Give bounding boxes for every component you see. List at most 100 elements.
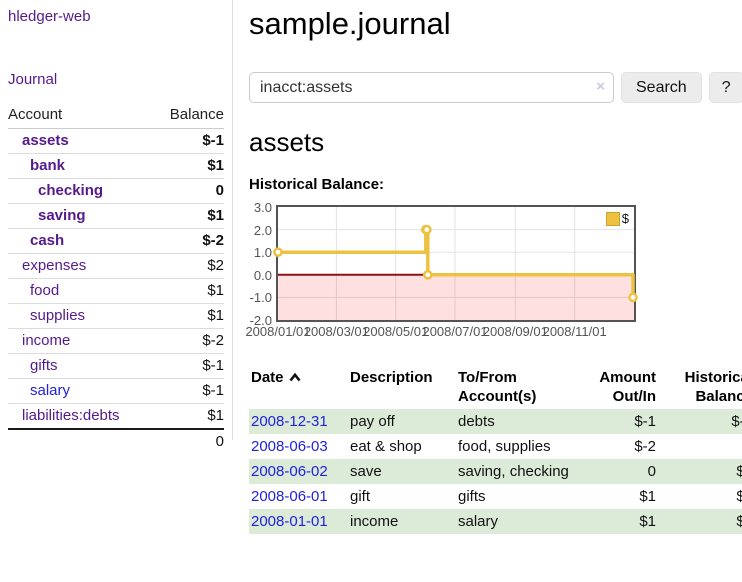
table-row[interactable]: 2008-06-03 eat & shop food, supplies $-20 <box>249 434 742 459</box>
transaction-amount: 0 <box>647 463 656 480</box>
account-link[interactable]: salary <box>30 382 71 399</box>
app-brand-link[interactable]: hledger-web <box>8 8 91 25</box>
main-content: sample.journal × Search ? assets Histori… <box>233 0 742 534</box>
accounts-total-row: 0 <box>8 428 224 454</box>
account-link[interactable]: income <box>22 332 71 349</box>
column-header-description: Description <box>350 369 433 386</box>
transaction-amount: $-1 <box>634 413 656 430</box>
transaction-description: eat & shop <box>350 438 422 455</box>
table-row[interactable]: 2008-01-01 income salary $1 $1 <box>249 509 742 534</box>
transaction-date-link[interactable]: 2008-12-31 <box>251 413 328 430</box>
transaction-description: income <box>350 513 399 530</box>
chart-title: Historical Balance: <box>249 176 385 193</box>
transaction-accounts: food, supplies <box>458 438 551 455</box>
account-balance: $-1 <box>153 378 224 404</box>
sidebar: hledger-web Journal Account Balance asse… <box>0 0 233 454</box>
accounts-table: Account Balance assets $-1 bank $1 checking 0… <box>8 102 224 454</box>
account-link[interactable]: supplies <box>30 307 86 324</box>
transaction-amount: $1 <box>639 488 656 505</box>
account-row: income $-2 <box>8 328 224 354</box>
account-balance: $-2 <box>153 228 224 254</box>
sort-ascending-icon <box>288 372 301 382</box>
account-link[interactable]: cash <box>30 232 65 249</box>
transaction-description: save <box>350 463 382 480</box>
x-axis-tick-label: 2008/01/01 <box>245 324 311 339</box>
column-header-accounts: To/From Account(s) <box>458 369 537 405</box>
transactions-table: Date Description To/From Account(s) Amoun… <box>249 366 742 534</box>
x-axis-labels: 2008/01/01 2008/03/01 2008/05/01 2008/07/01… <box>245 322 636 340</box>
account-balance: $-2 <box>153 328 224 354</box>
table-row[interactable]: 2008-06-01 gift gifts $1 $2 <box>249 484 742 509</box>
account-row: food $1 <box>8 278 224 304</box>
account-balance: $1 <box>153 203 224 229</box>
account-row: saving $1 <box>8 203 224 229</box>
accounts-header-balance: Balance <box>153 102 224 129</box>
account-row: expenses $2 <box>8 253 224 279</box>
account-balance: $1 <box>153 403 224 430</box>
transaction-description: pay off <box>350 413 395 430</box>
account-balance: $-1 <box>153 128 224 154</box>
y-axis-tick-label: 0.0 <box>253 267 272 283</box>
page: hledger-web Journal Account Balance asse… <box>0 0 742 534</box>
x-axis-tick-label: 2008/05/01 <box>363 324 429 339</box>
x-axis-tick-label: 2008/07/01 <box>422 324 488 339</box>
transaction-amount: $-2 <box>634 438 656 455</box>
transaction-accounts: saving, checking <box>458 463 569 480</box>
account-balance: 0 <box>153 178 224 204</box>
account-title: assets <box>249 127 325 157</box>
x-axis-tick-label: 2008/11/01 <box>542 324 607 339</box>
search-input[interactable] <box>249 72 614 103</box>
x-axis-tick-label: 2008/03/01 <box>303 324 369 339</box>
transaction-date-link[interactable]: 2008-06-02 <box>251 463 328 480</box>
account-row: salary $-1 <box>8 378 224 404</box>
transactions-header-row: Date Description To/From Account(s) Amoun… <box>249 366 742 409</box>
account-balance: $-1 <box>153 353 224 379</box>
account-row: liabilities:debts $1 <box>8 403 224 430</box>
transaction-accounts: debts <box>458 413 495 430</box>
y-axis-tick-label: 3.0 <box>253 200 272 215</box>
accounts-header-account: Account <box>8 102 154 129</box>
column-header-amount: Amount Out/In <box>599 369 656 405</box>
y-axis-tick-label: -1.0 <box>249 290 272 306</box>
transaction-description: gift <box>350 488 371 505</box>
chart-legend: $ <box>605 211 629 226</box>
account-row: cash $-2 <box>8 228 224 254</box>
account-row: assets $-1 <box>8 128 224 154</box>
search-button[interactable]: Search <box>621 72 702 103</box>
account-link[interactable]: bank <box>30 157 66 174</box>
legend-swatch-icon <box>605 211 620 226</box>
transaction-date-link[interactable]: 2008-06-03 <box>251 438 328 455</box>
transaction-accounts: gifts <box>458 488 486 505</box>
sidebar-item-journal[interactable]: Journal <box>8 71 58 88</box>
column-header-date[interactable]: Date <box>249 366 348 409</box>
historical-balance-chart: 3.0 2.0 1.0 0.0 -1.0 -2.0 $ 2008/01/01 2008/03… <box>245 200 742 340</box>
search-box: × <box>249 72 614 103</box>
clear-search-icon[interactable]: × <box>596 78 605 95</box>
account-link[interactable]: saving <box>38 207 86 224</box>
account-balance: $1 <box>153 278 224 304</box>
table-row[interactable]: 2008-06-02 save saving, checking 0 $2 <box>249 459 742 484</box>
account-link[interactable]: assets <box>22 132 69 149</box>
accounts-header-row: Account Balance <box>8 102 224 129</box>
table-row[interactable]: 2008-12-31 pay off debts $-1 $-1 <box>249 409 742 434</box>
transaction-accounts: salary <box>458 513 499 530</box>
account-balance: $2 <box>153 253 224 279</box>
account-link[interactable]: expenses <box>22 257 87 274</box>
transaction-historical-balance: $2 <box>736 463 742 480</box>
x-axis-tick-label: 2008/09/01 <box>482 324 548 339</box>
account-link[interactable]: food <box>30 282 60 299</box>
search-form: × Search ? <box>249 72 742 103</box>
transaction-date-link[interactable]: 2008-06-01 <box>251 488 328 505</box>
y-axis-tick-label: 1.0 <box>253 245 272 261</box>
account-row: gifts $-1 <box>8 353 224 379</box>
account-link[interactable]: gifts <box>30 357 58 374</box>
account-link[interactable]: liabilities:debts <box>22 407 120 424</box>
chart-svg <box>273 207 638 320</box>
help-button[interactable]: ? <box>708 72 742 103</box>
transaction-historical-balance: $-1 <box>731 413 742 430</box>
transaction-date-link[interactable]: 2008-01-01 <box>251 513 328 530</box>
account-balance: $1 <box>153 303 224 329</box>
account-balance: $1 <box>153 153 224 179</box>
account-link[interactable]: checking <box>38 182 104 199</box>
